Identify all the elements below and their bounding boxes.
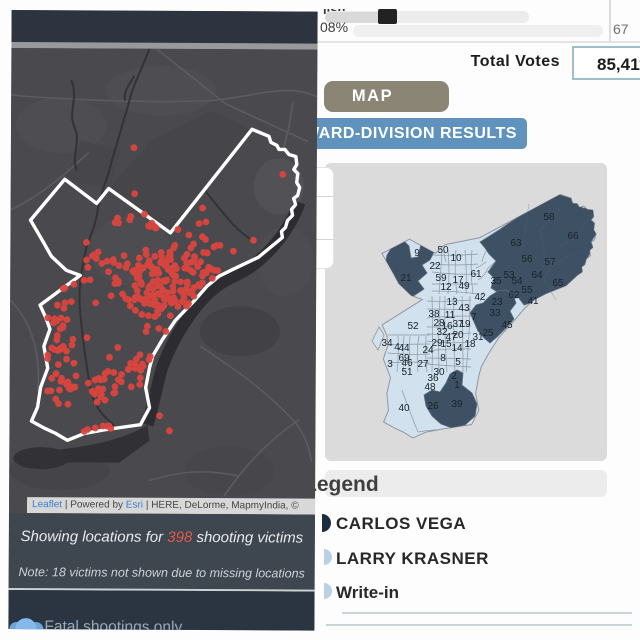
svg-text:61: 61 (470, 269, 482, 280)
svg-text:31: 31 (472, 332, 484, 343)
svg-text:24: 24 (422, 345, 434, 356)
svg-text:15: 15 (440, 339, 452, 350)
svg-text:22: 22 (429, 261, 441, 272)
svg-text:58: 58 (543, 212, 555, 223)
svg-text:12: 12 (440, 282, 452, 293)
svg-text:3: 3 (387, 359, 393, 370)
svg-text:50: 50 (437, 245, 449, 256)
svg-text:46: 46 (401, 358, 413, 369)
svg-text:23: 23 (491, 297, 503, 308)
svg-text:17: 17 (452, 275, 464, 286)
svg-text:45: 45 (501, 320, 513, 331)
svg-text:54: 54 (511, 276, 523, 287)
svg-text:19: 19 (459, 319, 471, 330)
svg-text:51: 51 (401, 367, 413, 378)
svg-text:62: 62 (508, 290, 520, 301)
svg-text:65: 65 (552, 278, 564, 289)
svg-text:52: 52 (407, 321, 419, 332)
svg-text:34: 34 (381, 338, 393, 349)
svg-text:37: 37 (452, 319, 464, 330)
svg-text:5: 5 (455, 357, 461, 368)
svg-text:42: 42 (474, 292, 486, 303)
svg-text:69: 69 (398, 353, 410, 364)
svg-text:64: 64 (531, 270, 543, 281)
svg-text:43: 43 (458, 303, 470, 314)
svg-text:30: 30 (433, 367, 445, 378)
svg-text:2: 2 (451, 371, 457, 382)
svg-text:26: 26 (427, 401, 439, 412)
svg-text:39: 39 (451, 399, 463, 410)
svg-text:8: 8 (440, 353, 446, 364)
svg-text:53: 53 (503, 270, 515, 281)
svg-text:4: 4 (394, 342, 400, 353)
svg-text:40: 40 (398, 403, 410, 414)
svg-text:20: 20 (452, 330, 464, 341)
svg-text:16: 16 (441, 321, 453, 332)
svg-text:49: 49 (458, 281, 470, 292)
svg-text:29: 29 (431, 338, 443, 349)
svg-text:35: 35 (490, 276, 502, 287)
svg-text:55: 55 (521, 285, 533, 296)
svg-text:38: 38 (428, 309, 440, 320)
svg-text:27: 27 (417, 359, 429, 370)
svg-text:11: 11 (445, 310, 456, 321)
svg-text:1: 1 (454, 380, 460, 391)
svg-text:47: 47 (445, 332, 457, 343)
svg-text:63: 63 (510, 238, 522, 249)
svg-text:56: 56 (521, 254, 533, 265)
svg-text:21: 21 (400, 273, 412, 284)
svg-text:48: 48 (424, 382, 436, 393)
svg-text:13: 13 (446, 297, 458, 308)
svg-text:36: 36 (427, 373, 439, 384)
svg-text:41: 41 (527, 296, 539, 307)
svg-text:7: 7 (471, 312, 477, 323)
svg-text:66: 66 (567, 231, 579, 242)
svg-text:18: 18 (464, 339, 476, 350)
svg-text:44: 44 (398, 343, 410, 354)
svg-text:57: 57 (544, 257, 556, 268)
svg-text:9: 9 (414, 248, 420, 259)
svg-text:25: 25 (482, 328, 494, 339)
svg-text:33: 33 (489, 308, 501, 319)
svg-text:10: 10 (450, 253, 462, 264)
svg-text:32: 32 (436, 327, 448, 338)
svg-text:14: 14 (451, 343, 463, 354)
svg-text:59: 59 (435, 273, 447, 284)
svg-text:28: 28 (433, 318, 445, 329)
